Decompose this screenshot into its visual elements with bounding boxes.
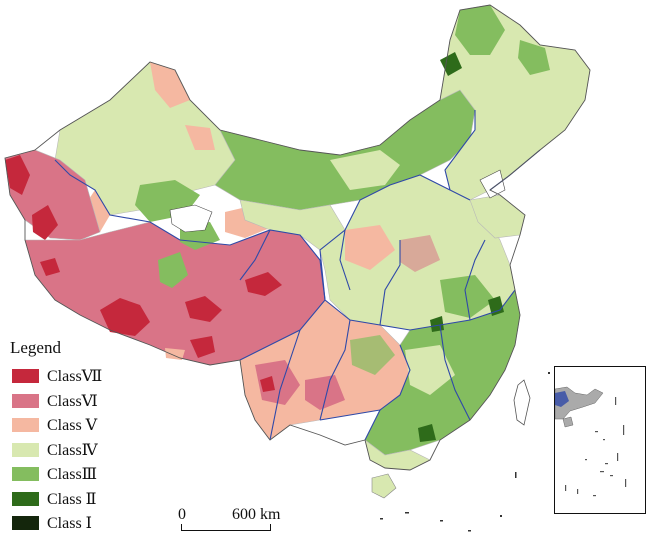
taiwan-island [513,379,531,426]
legend-item-class3: ClassⅢ [10,462,140,487]
region-class7-tibet-1 [100,298,150,336]
legend-label: ClassⅥ [47,392,98,410]
legend-title: Legend [10,338,61,357]
legend-swatch [12,491,39,506]
hainan-island [371,473,397,499]
region-southwest-pink-1 [255,360,300,405]
south-china-sea-inset [554,366,646,514]
legend-swatch [12,393,39,408]
legend-label: Class Ⅰ [47,515,92,533]
region-class7-tibet-5 [40,258,60,276]
scale-end-label: 600 km [232,506,281,523]
scale-tick-left [181,524,182,531]
region-xinjiang-salmon-1 [150,62,190,108]
region-class7-tibet-4 [245,272,282,296]
legend-label: ClassⅣ [47,441,98,459]
legend-swatch [12,369,39,384]
region-class7-tibet-3 [190,336,215,358]
region-xinjiang-salmon-2 [85,190,110,232]
region-northeast-green-2 [518,40,550,75]
scale-bar: 0 600 km [176,506,296,531]
region-class7-tibet-2 [185,296,222,322]
region-class2-northeast [440,52,462,76]
legend-label: Class Ⅱ [47,490,97,508]
inset-map [554,386,627,497]
region-inner-mongolia-light [330,150,400,190]
legend-item-class4: ClassⅣ [10,438,140,463]
legend-swatch [12,418,39,433]
region-green-qinghai [158,252,188,288]
legend-item-class6: ClassⅥ [10,389,140,414]
legend-label: Class Ⅴ [47,417,98,435]
blank-area-lop-nur [169,204,213,233]
scale-line [181,530,271,531]
legend-item-class7: ClassⅦ [10,364,140,389]
region-class7-kashgar [5,155,30,195]
legend-item-class2: Class Ⅱ [10,487,140,512]
bohai-sea [479,169,506,199]
region-southwest-green [350,335,395,375]
legend-label: ClassⅢ [47,466,98,484]
scale-start-label: 0 [178,506,186,523]
region-salmon-tibet-1 [165,348,185,360]
national-border [4,4,591,471]
legend-swatch [12,442,39,457]
region-class7-yunnan [260,376,275,392]
region-southwest-pink-2 [305,375,345,410]
region-class7-hotan [32,205,58,240]
legend-item-class1: Class Ⅰ [10,511,140,536]
inset-island-dots [565,397,627,497]
region-class2-zhejiang [488,296,504,316]
region-xinjiang-salmon-3 [185,125,215,150]
legend: Legend ClassⅦ ClassⅥ Class Ⅴ ClassⅣ Clas… [10,338,140,536]
legend-swatch [12,467,39,482]
region-north-china-green-1 [440,275,495,318]
scale-tick-right [270,524,271,531]
region-north-china-pink-2 [400,235,440,272]
inset-hainan [562,416,574,428]
inset-blue-area [555,391,569,407]
legend-label: ClassⅦ [47,368,103,386]
region-north-china-pink-1 [345,225,395,270]
inset-mainland [554,386,604,420]
region-class2-guangxi [418,424,436,442]
south-sea-dots [380,372,550,532]
legend-item-class5: Class Ⅴ [10,413,140,438]
region-southeast-light [405,345,455,395]
legend-swatch [12,516,39,531]
region-northeast-green-1 [455,5,505,55]
